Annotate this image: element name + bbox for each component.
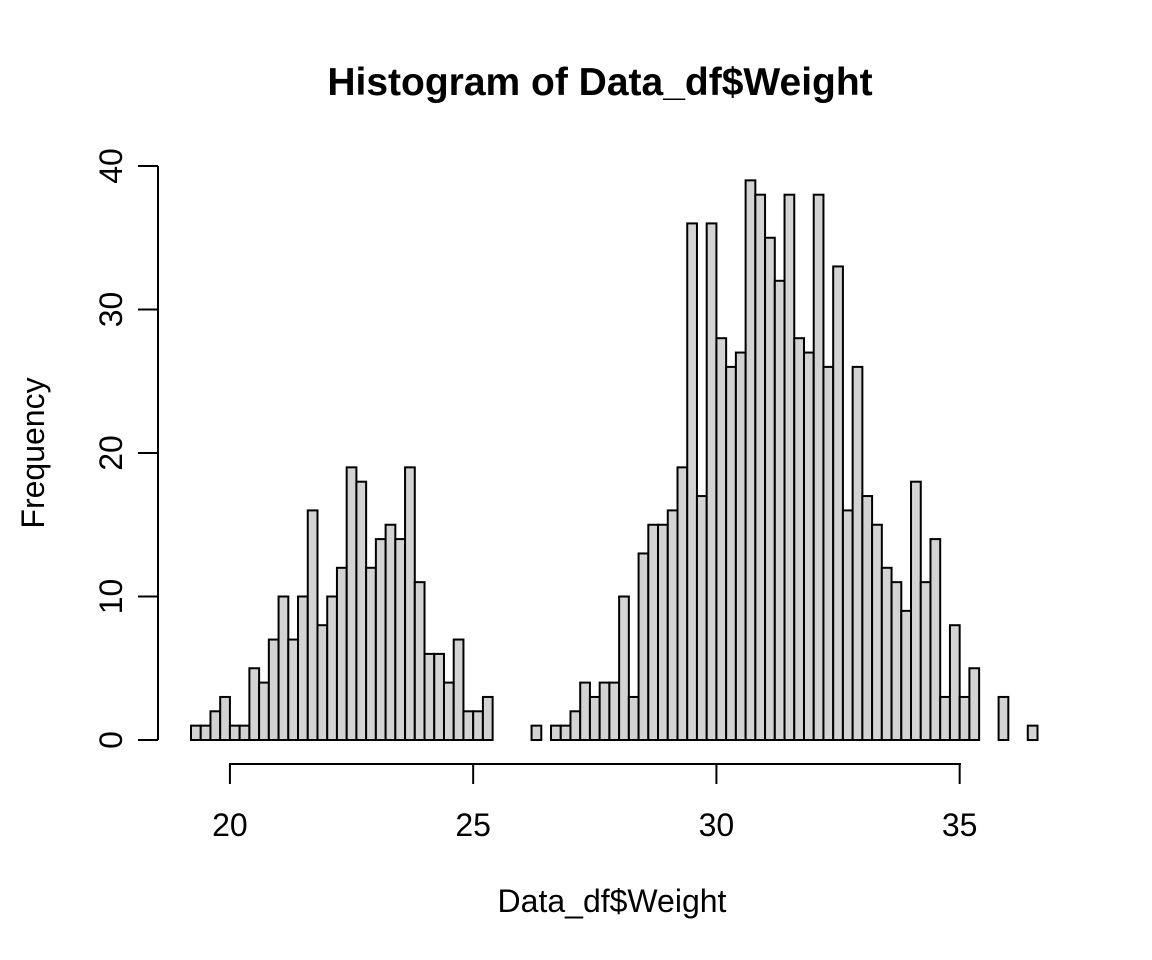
histogram-bar	[579, 681, 591, 741]
histogram-bar	[1026, 724, 1039, 742]
histogram-bar	[657, 523, 669, 741]
histogram-bar	[267, 638, 280, 741]
histogram-bar	[764, 236, 776, 741]
histogram-bar	[832, 265, 844, 741]
histogram-bar	[365, 566, 377, 741]
histogram-bar	[550, 724, 562, 742]
histogram-bar	[783, 193, 796, 741]
x-tick-label: 20	[212, 807, 248, 843]
histogram-bar	[306, 509, 319, 741]
chart-title: Histogram of Data_df$Weight	[327, 61, 872, 104]
histogram-bar	[686, 222, 698, 741]
histogram-bar	[238, 724, 251, 742]
y-tick-label: 30	[93, 292, 129, 328]
x-tick-label: 25	[455, 807, 491, 843]
histogram-bar	[316, 624, 329, 742]
histogram-bar	[481, 695, 494, 742]
histogram-bar	[773, 279, 786, 741]
histogram-bar	[948, 624, 961, 742]
histogram-bar	[598, 681, 611, 741]
histogram-bar	[890, 581, 903, 742]
histogram-bar	[929, 538, 942, 741]
histogram-bar	[880, 566, 893, 741]
histogram-bar	[569, 710, 582, 741]
histogram-bar	[637, 552, 650, 742]
y-tick-label: 20	[93, 435, 129, 471]
histogram-bar	[802, 351, 815, 741]
histogram-bar	[608, 681, 621, 741]
histogram-bar	[793, 337, 805, 741]
y-tick-label: 40	[93, 148, 129, 184]
histogram-bar	[744, 179, 757, 742]
histogram-bar	[588, 695, 601, 742]
histogram-bar	[190, 724, 202, 742]
histogram-bar	[472, 710, 484, 741]
y-tick-label: 10	[93, 579, 129, 615]
histogram-bar	[413, 581, 426, 742]
histogram-bar	[452, 638, 465, 741]
histogram-bar	[335, 566, 348, 741]
histogram-bar	[219, 695, 231, 742]
histogram-bar	[199, 724, 212, 742]
histogram-bar	[968, 667, 981, 741]
histogram-bar	[900, 609, 913, 741]
histogram-bar	[647, 523, 660, 741]
histogram-bar	[754, 193, 767, 741]
histogram-bar	[394, 538, 407, 741]
histogram-bar	[910, 480, 922, 741]
histogram-bar	[287, 638, 300, 741]
x-tick-label: 30	[699, 807, 735, 843]
histogram-bar	[423, 652, 436, 742]
histogram-bar	[734, 351, 747, 741]
histogram-bar	[627, 695, 640, 742]
histogram-bar	[530, 724, 543, 742]
histogram-bar	[919, 581, 932, 742]
histogram-bar	[228, 724, 241, 742]
histogram-bar	[374, 538, 387, 741]
histogram-bar	[462, 710, 475, 741]
x-axis-label: Data_df$Weight	[498, 883, 727, 919]
histogram-bar	[958, 695, 971, 742]
histogram-bar	[559, 724, 572, 742]
histogram-bar	[209, 710, 222, 741]
histogram-bar	[822, 365, 835, 741]
histogram-bar	[666, 509, 679, 741]
x-axis-ticks: 20 25 30 35	[212, 764, 977, 843]
histogram-bar	[812, 193, 825, 741]
histogram-bar	[345, 466, 358, 741]
histogram-bar	[326, 595, 338, 741]
histogram-bar	[442, 681, 455, 741]
y-axis-label: Frequency	[15, 377, 51, 528]
histogram-bar	[725, 365, 737, 741]
histogram-bar	[355, 480, 368, 741]
histogram-bar	[841, 509, 854, 741]
histogram-bar	[297, 595, 309, 741]
histogram-bar	[676, 466, 689, 741]
histogram-bar	[384, 523, 397, 741]
histogram-bar	[705, 222, 718, 741]
histogram-bar	[277, 595, 290, 741]
histogram-bar	[871, 523, 883, 741]
histogram-bar	[715, 337, 728, 741]
y-axis-ticks: 0 10 20 30 40	[93, 148, 158, 749]
histogram-bar	[861, 495, 874, 741]
histogram-bar	[248, 667, 261, 741]
y-tick-label: 0	[93, 731, 129, 749]
histogram-bar	[939, 695, 951, 742]
x-tick-label: 35	[942, 807, 978, 843]
histogram-bar	[618, 595, 630, 741]
histogram-bar	[404, 466, 416, 741]
histogram-bars	[190, 179, 1039, 742]
histogram-bar	[695, 495, 708, 741]
histogram-bar	[997, 695, 1010, 742]
histogram-bar	[433, 652, 445, 742]
histogram-bar	[851, 365, 864, 741]
histogram-bar	[258, 681, 270, 741]
